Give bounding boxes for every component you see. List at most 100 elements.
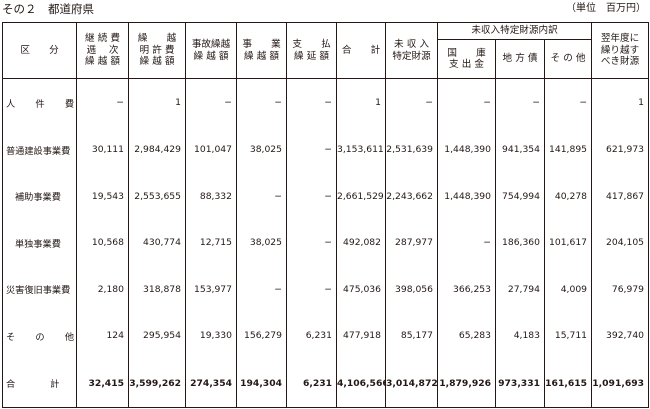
- table-row-tandoku: 単独事業費 10,568 430,774 12,715 38,025 − 492…: [2, 219, 650, 267]
- cell-meikyo: 2,984,429: [128, 126, 186, 174]
- header-meikyo: 繰 越 明 許 費 繰 越 額: [128, 22, 186, 79]
- cell-jiko: 153,977: [185, 266, 237, 313]
- table-row-futsu-kensetsu: 普通建設事業費 30,111 2,984,429 101,047 38,025 …: [2, 126, 650, 174]
- cell-chihousai: 754,994: [495, 173, 545, 220]
- cell-kokko: 1,448,390: [437, 173, 496, 220]
- header-jiko: 事故繰越 繰 越 額: [185, 22, 237, 79]
- header-jigyo: 事 業 繰 越 額: [236, 22, 287, 79]
- row-label: そ の 他: [2, 312, 77, 360]
- cell-mishu: 287,977: [385, 219, 438, 267]
- header-carryover: 翌年度に 繰り越す べき財源: [591, 22, 650, 79]
- cell-jigyo: −: [236, 78, 287, 127]
- cell-jigyo: 156,279: [236, 312, 287, 360]
- cell-shiharai: 6,231: [286, 312, 337, 360]
- cell-sonota: 161,615: [543, 359, 593, 409]
- row-label: 補助事業費: [2, 173, 77, 220]
- cell-chihousai: −: [495, 78, 545, 127]
- table-row-hojo: 補助事業費 19,543 2,553,655 88,332 − − 2,661,…: [2, 173, 650, 220]
- table-row-sonota: そ の 他 124 295,954 19,330 156,279 6,231 4…: [2, 312, 650, 360]
- cell-mishu: 2,243,662: [385, 173, 438, 220]
- header-kokko: 国 庫 支 出 金: [437, 39, 496, 79]
- cell-jiko: −: [185, 78, 237, 127]
- cell-sonota: 15,711: [543, 312, 593, 360]
- header-shiharai: 支 払 繰 延 額: [286, 22, 337, 79]
- cell-mishu: 2,531,639: [385, 126, 438, 174]
- cell-sonota: 4,009: [543, 266, 593, 313]
- cell-total: 4,106,566: [336, 359, 386, 409]
- cell-carryover: 621,973: [591, 126, 650, 174]
- cell-kokko: 65,283: [437, 312, 496, 360]
- cell-jigyo: −: [236, 266, 287, 313]
- cell-total: 3,153,611: [336, 126, 386, 174]
- table-row-jinkenhi: 人 件 費 − 1 − − − 1 − − − − 1: [2, 78, 650, 127]
- cell-jiko: 12,715: [185, 219, 237, 267]
- cell-sonota: 101,617: [543, 219, 593, 267]
- cell-total: 492,082: [336, 219, 386, 267]
- cell-keizoku: −: [76, 78, 129, 127]
- unit-label: （単位 百万円）: [566, 3, 646, 14]
- page-title: その２ 都道府県: [2, 2, 94, 16]
- cell-jigyo: 38,025: [236, 219, 287, 267]
- cell-keizoku: 2,180: [76, 266, 129, 313]
- cell-shiharai: −: [286, 126, 337, 174]
- cell-sonota: 141,895: [543, 126, 593, 174]
- cell-shiharai: −: [286, 266, 337, 313]
- cell-mishu: 398,056: [385, 266, 438, 313]
- cell-jiko: 274,354: [185, 359, 237, 409]
- cell-total: 475,036: [336, 266, 386, 313]
- cell-keizoku: 10,568: [76, 219, 129, 267]
- cell-jiko: 101,047: [185, 126, 237, 174]
- row-label: 災害復旧事業費: [2, 266, 77, 313]
- carryover-table: 区 分 継 続 費 逓 次 繰 越 額 繰 越 明 許 費 繰 越 額 事故繰越…: [2, 22, 650, 409]
- cell-keizoku: 32,415: [76, 359, 129, 409]
- table-row-saigai: 災害復旧事業費 2,180 318,878 153,977 − − 475,03…: [2, 266, 650, 313]
- cell-carryover: 204,105: [591, 219, 650, 267]
- cell-chihousai: 186,360: [495, 219, 545, 267]
- cell-keizoku: 124: [76, 312, 129, 360]
- cell-meikyo: 2,553,655: [128, 173, 186, 220]
- header-keizoku: 継 続 費 逓 次 繰 越 額: [76, 22, 129, 79]
- cell-kokko: −: [437, 78, 496, 127]
- cell-chihousai: 27,794: [495, 266, 545, 313]
- row-label: 普通建設事業費: [2, 126, 77, 174]
- cell-shiharai: −: [286, 173, 337, 220]
- cell-mishu: −: [385, 78, 438, 127]
- cell-keizoku: 19,543: [76, 173, 129, 220]
- cell-keizoku: 30,111: [76, 126, 129, 174]
- cell-kokko: 1,448,390: [437, 126, 496, 174]
- cell-jigyo: 194,304: [236, 359, 287, 409]
- row-label: 合 計: [2, 359, 77, 409]
- cell-carryover: 392,740: [591, 312, 650, 360]
- cell-meikyo: 1: [128, 78, 186, 127]
- row-label: 人 件 費: [2, 78, 77, 127]
- cell-meikyo: 3,599,262: [128, 359, 186, 409]
- header-total: 合 計: [336, 22, 386, 79]
- table-row-total: 合 計 32,415 3,599,262 274,354 194,304 6,2…: [2, 359, 650, 409]
- cell-jigyo: 38,025: [236, 126, 287, 174]
- cell-total: 1: [336, 78, 386, 127]
- cell-chihousai: 4,183: [495, 312, 545, 360]
- cell-chihousai: 973,331: [495, 359, 545, 409]
- cell-kokko: −: [437, 219, 496, 267]
- cell-meikyo: 295,954: [128, 312, 186, 360]
- header-mishu: 未 収 入 特定財源: [385, 22, 438, 79]
- cell-shiharai: −: [286, 78, 337, 127]
- cell-total: 477,918: [336, 312, 386, 360]
- cell-jigyo: −: [236, 173, 287, 220]
- header-category: 区 分: [2, 22, 77, 79]
- cell-carryover: 417,867: [591, 173, 650, 220]
- cell-chihousai: 941,354: [495, 126, 545, 174]
- cell-jiko: 19,330: [185, 312, 237, 360]
- header-chihousai: 地 方 債: [495, 39, 545, 79]
- cell-carryover: 1: [591, 78, 650, 127]
- cell-total: 2,661,529: [336, 173, 386, 220]
- cell-carryover: 76,979: [591, 266, 650, 313]
- cell-shiharai: −: [286, 219, 337, 267]
- cell-mishu: 85,177: [385, 312, 438, 360]
- header-sonota: そ の 他: [543, 39, 593, 79]
- cell-meikyo: 430,774: [128, 219, 186, 267]
- cell-kokko: 1,879,926: [437, 359, 496, 409]
- cell-meikyo: 318,878: [128, 266, 186, 313]
- header-breakdown-group: 未収入特定財源内訳: [436, 22, 593, 40]
- cell-mishu: 3,014,872: [385, 359, 438, 409]
